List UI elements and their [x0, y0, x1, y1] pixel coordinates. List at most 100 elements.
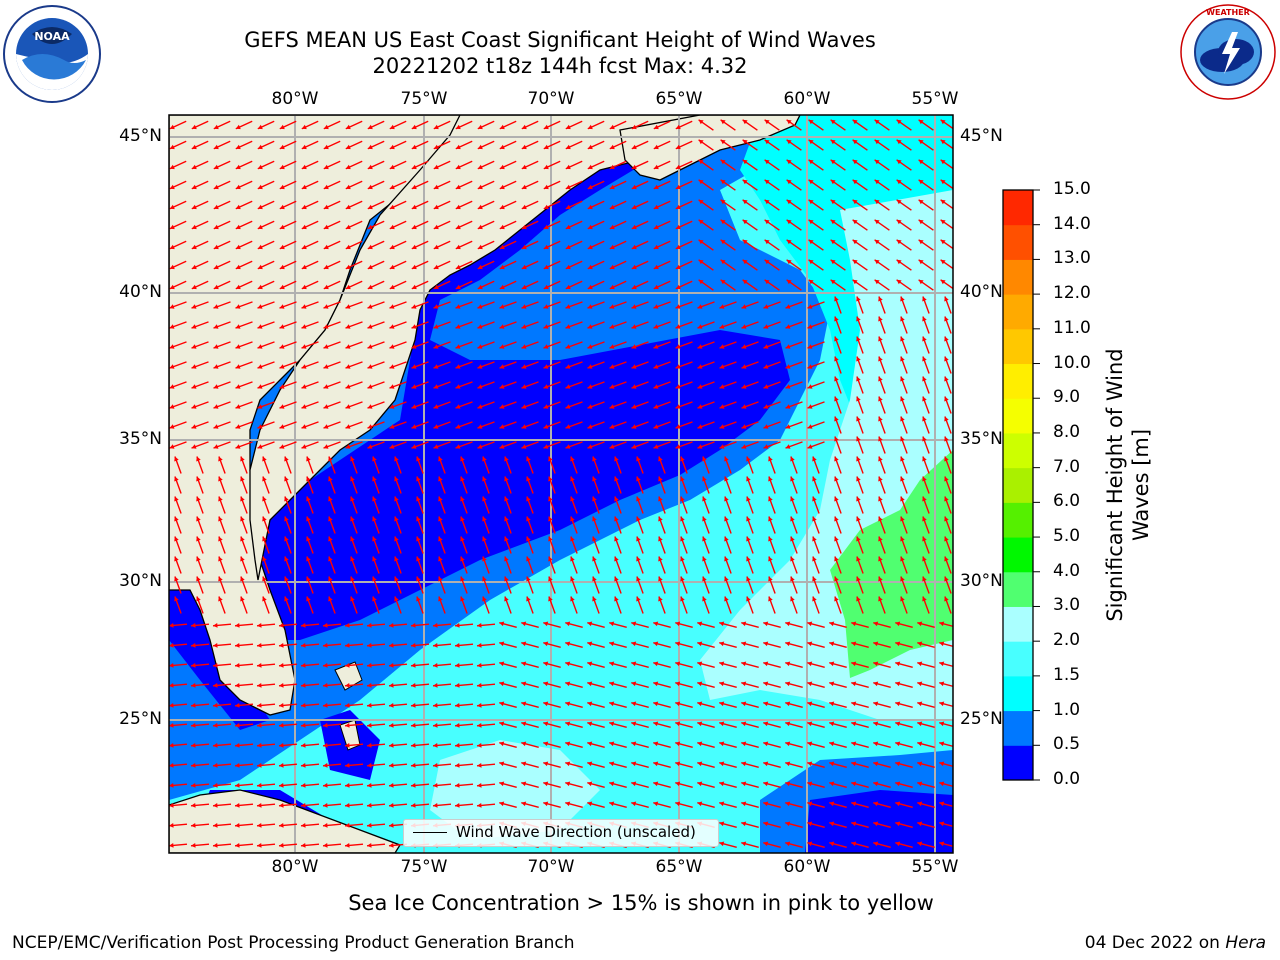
wave-direction-arrow	[636, 536, 644, 554]
colorbar-tick-label: 0.5	[1053, 734, 1081, 755]
wave-direction-arrow	[830, 219, 846, 231]
wave-direction-arrow	[234, 743, 254, 748]
wave-band-2.0-3.0	[430, 740, 600, 840]
wave-direction-arrow	[504, 536, 512, 554]
wave-direction-arrow	[438, 596, 446, 614]
wave-direction-arrow	[235, 280, 253, 290]
wave-direction-arrow	[807, 641, 825, 648]
wave-direction-arrow	[196, 556, 204, 574]
wave-direction-arrow	[741, 341, 759, 349]
wave-direction-arrow	[257, 260, 275, 270]
wave-direction-arrow	[834, 356, 842, 374]
wave-direction-arrow	[322, 763, 342, 768]
wave-direction-arrow	[675, 280, 693, 290]
wave-direction-arrow	[328, 476, 336, 494]
wave-direction-arrow	[742, 179, 758, 191]
wave-direction-arrow	[234, 763, 254, 768]
wave-direction-arrow	[680, 516, 688, 534]
wave-direction-arrow	[191, 120, 209, 130]
wave-direction-arrow	[658, 556, 666, 574]
wave-direction-arrow	[410, 643, 430, 648]
wave-direction-arrow	[763, 681, 781, 688]
wave-direction-arrow	[543, 421, 561, 429]
wave-direction-arrow	[724, 456, 732, 474]
wave-direction-arrow	[234, 803, 254, 808]
wave-direction-arrow	[874, 179, 890, 191]
wave-direction-arrow	[812, 496, 820, 514]
wave-direction-arrow	[763, 321, 781, 329]
wave-direction-arrow	[300, 723, 320, 728]
wave-direction-arrow	[698, 139, 714, 151]
wave-direction-arrow	[785, 841, 803, 848]
wave-direction-arrow	[235, 341, 253, 349]
wave-direction-arrow	[262, 476, 270, 494]
wave-direction-arrow	[874, 199, 890, 211]
wave-direction-arrow	[570, 516, 578, 534]
lon-label-top: 75°W	[400, 89, 448, 109]
chart-title-line2: 20221202 t18z 144h fcst Max: 4.32	[372, 54, 748, 78]
wave-direction-arrow	[499, 681, 517, 688]
wave-direction-arrow	[807, 801, 825, 808]
wave-direction-arrow	[344, 623, 364, 628]
wave-direction-arrow	[763, 801, 781, 808]
wave-direction-arrow	[631, 621, 649, 628]
wave-direction-arrow	[212, 663, 232, 668]
wave-direction-arrow	[873, 701, 891, 708]
wave-direction-arrow	[587, 321, 605, 329]
wave-direction-arrow	[852, 239, 868, 251]
wave-direction-arrow	[499, 401, 517, 409]
wave-direction-arrow	[306, 516, 314, 534]
wave-direction-arrow	[565, 641, 583, 648]
wave-direction-arrow	[786, 239, 802, 251]
wave-direction-arrow	[631, 421, 649, 429]
lat-label-right: 35°N	[960, 429, 1003, 449]
lon-label-bottom: 70°W	[527, 857, 575, 877]
wave-direction-arrow	[918, 139, 934, 151]
wave-direction-arrow	[477, 301, 495, 309]
wave-direction-arrow	[830, 279, 846, 291]
wave-direction-arrow	[653, 701, 671, 708]
wave-direction-arrow	[808, 259, 824, 271]
wave-direction-arrow	[306, 496, 314, 514]
wave-direction-arrow	[344, 683, 364, 688]
wave-direction-arrow	[169, 783, 188, 788]
wave-direction-arrow	[169, 703, 188, 708]
wave-direction-arrow	[874, 239, 890, 251]
wave-direction-arrow	[719, 401, 737, 409]
wave-direction-arrow	[169, 441, 187, 449]
wave-direction-arrow	[741, 381, 759, 389]
wave-direction-arrow	[301, 361, 319, 369]
wave-direction-arrow	[830, 239, 846, 251]
nws-logo: WEATHER	[1180, 4, 1276, 100]
wave-direction-arrow	[504, 476, 512, 494]
wave-direction-arrow	[807, 781, 825, 788]
wave-direction-arrow	[653, 160, 671, 170]
wave-direction-arrow	[874, 159, 890, 171]
wave-direction-arrow	[499, 641, 517, 648]
wave-direction-arrow	[521, 661, 539, 668]
wave-direction-arrow	[917, 641, 935, 648]
wave-direction-arrow	[785, 401, 803, 409]
wave-direction-arrow	[169, 120, 187, 130]
wave-direction-arrow	[720, 259, 736, 271]
wave-direction-arrow	[874, 219, 890, 231]
wave-band-0.0-0.5	[250, 115, 790, 640]
wave-direction-arrow	[587, 341, 605, 349]
wave-direction-arrow	[834, 416, 842, 434]
wave-direction-arrow	[174, 516, 182, 534]
wave-direction-arrow	[720, 219, 736, 231]
wave-direction-arrow	[658, 476, 666, 494]
wave-direction-arrow	[763, 701, 781, 708]
wave-direction-arrow	[922, 516, 930, 534]
wave-direction-arrow	[896, 279, 912, 291]
wave-direction-arrow	[190, 723, 210, 728]
wave-direction-arrow	[169, 160, 187, 170]
wave-direction-arrow	[631, 401, 649, 409]
wave-direction-arrow	[323, 301, 341, 309]
wave-direction-arrow	[856, 376, 864, 394]
wave-direction-arrow	[785, 341, 803, 349]
wave-direction-arrow	[719, 661, 737, 668]
wave-direction-arrow	[350, 516, 358, 534]
wave-direction-arrow	[257, 361, 275, 369]
wave-direction-arrow	[416, 536, 424, 554]
